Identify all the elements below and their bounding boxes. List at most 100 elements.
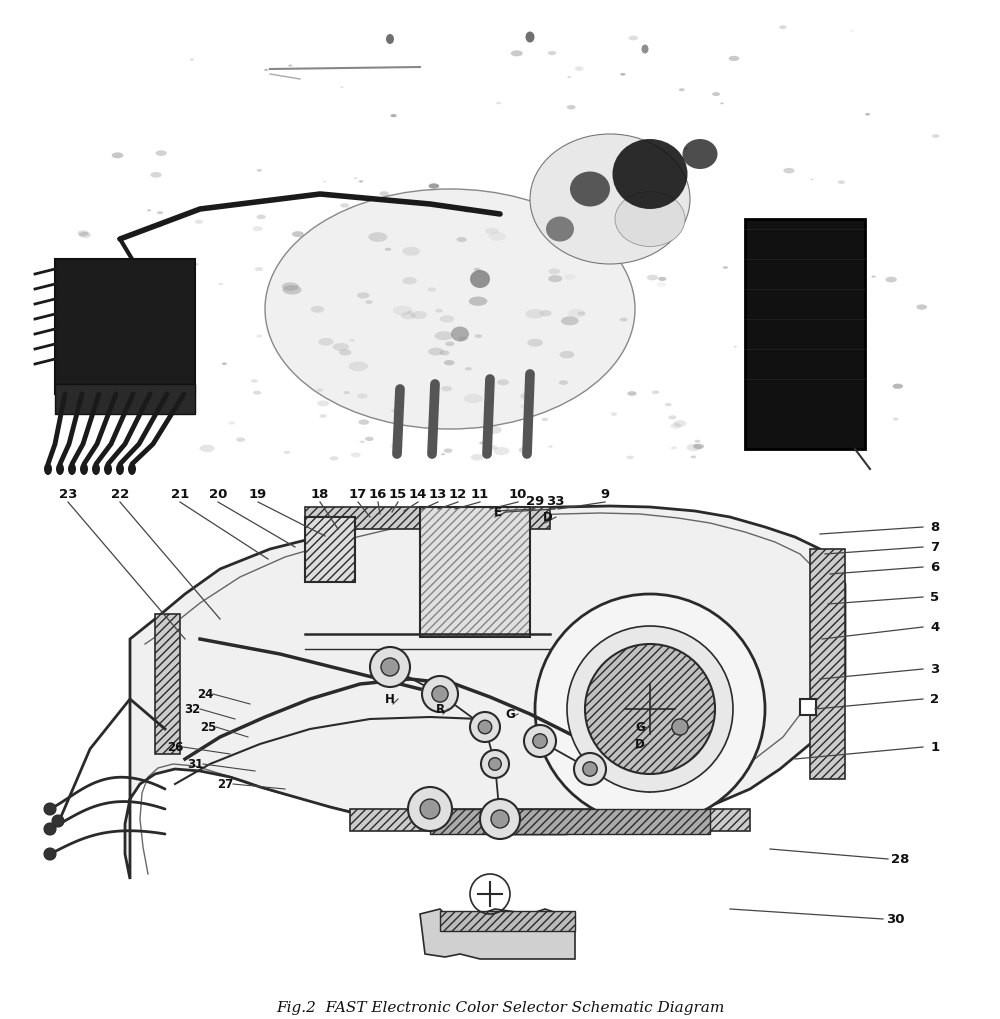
Text: 6: 6 — [930, 560, 940, 574]
Ellipse shape — [627, 392, 637, 396]
Bar — [745, 220, 865, 449]
Ellipse shape — [488, 445, 498, 450]
Text: 25: 25 — [200, 720, 216, 734]
Ellipse shape — [665, 404, 672, 407]
Ellipse shape — [253, 391, 261, 395]
Ellipse shape — [181, 382, 189, 386]
Ellipse shape — [838, 181, 845, 184]
Circle shape — [567, 627, 733, 792]
Ellipse shape — [865, 114, 870, 116]
Ellipse shape — [694, 440, 700, 443]
Ellipse shape — [357, 394, 368, 399]
Ellipse shape — [440, 316, 454, 323]
Ellipse shape — [656, 282, 667, 287]
Ellipse shape — [526, 33, 534, 44]
Ellipse shape — [339, 350, 351, 356]
Text: 19: 19 — [249, 487, 267, 500]
Ellipse shape — [390, 443, 403, 449]
Ellipse shape — [439, 352, 449, 356]
Ellipse shape — [444, 361, 455, 366]
Ellipse shape — [318, 338, 334, 346]
Text: Fig.2  FAST Electronic Color Selector Schematic Diagram: Fig.2 FAST Electronic Color Selector Sch… — [276, 1000, 724, 1014]
Ellipse shape — [402, 248, 420, 257]
Ellipse shape — [734, 346, 737, 348]
Ellipse shape — [536, 213, 547, 218]
Text: 12: 12 — [449, 487, 467, 500]
Ellipse shape — [647, 275, 658, 281]
Ellipse shape — [595, 266, 599, 268]
Text: 21: 21 — [171, 487, 189, 500]
Ellipse shape — [330, 457, 338, 461]
Ellipse shape — [157, 212, 163, 215]
Bar — [430, 809, 710, 835]
Ellipse shape — [485, 228, 499, 235]
Ellipse shape — [652, 391, 659, 394]
Text: R: R — [435, 703, 445, 715]
Ellipse shape — [916, 305, 927, 311]
Circle shape — [491, 810, 509, 828]
Circle shape — [535, 594, 765, 824]
Ellipse shape — [567, 106, 576, 110]
Ellipse shape — [365, 301, 373, 305]
Ellipse shape — [458, 337, 468, 342]
Text: H: H — [385, 693, 395, 706]
Ellipse shape — [610, 413, 617, 416]
Ellipse shape — [359, 441, 365, 443]
Ellipse shape — [365, 437, 374, 441]
Bar — [305, 507, 550, 530]
Circle shape — [44, 848, 56, 860]
Ellipse shape — [893, 384, 903, 389]
Ellipse shape — [283, 285, 301, 296]
Ellipse shape — [470, 271, 490, 288]
Ellipse shape — [564, 275, 576, 280]
Circle shape — [44, 823, 56, 836]
Ellipse shape — [195, 220, 203, 224]
Ellipse shape — [407, 311, 412, 314]
Ellipse shape — [150, 173, 162, 178]
Ellipse shape — [391, 410, 400, 414]
Polygon shape — [420, 909, 575, 959]
Text: 15: 15 — [389, 487, 407, 500]
Ellipse shape — [441, 386, 452, 392]
Ellipse shape — [393, 306, 413, 316]
Ellipse shape — [668, 416, 676, 420]
Circle shape — [574, 753, 606, 786]
Ellipse shape — [783, 168, 795, 174]
Ellipse shape — [401, 313, 416, 320]
Text: 18: 18 — [311, 487, 329, 500]
Ellipse shape — [156, 151, 167, 157]
Ellipse shape — [489, 232, 506, 242]
Bar — [420, 507, 530, 637]
Ellipse shape — [670, 424, 682, 429]
Ellipse shape — [311, 307, 324, 314]
Ellipse shape — [779, 26, 787, 31]
Ellipse shape — [351, 453, 361, 458]
Ellipse shape — [354, 324, 361, 327]
Bar — [800, 699, 816, 715]
Ellipse shape — [615, 193, 685, 248]
Text: 8: 8 — [930, 521, 940, 534]
Text: 29: 29 — [526, 494, 544, 507]
Ellipse shape — [257, 170, 262, 172]
Ellipse shape — [194, 264, 199, 266]
Circle shape — [381, 658, 399, 677]
Ellipse shape — [893, 418, 899, 421]
Ellipse shape — [682, 140, 718, 170]
Ellipse shape — [885, 277, 897, 283]
Ellipse shape — [629, 37, 638, 42]
Text: 3: 3 — [930, 662, 940, 676]
Ellipse shape — [451, 327, 469, 342]
Ellipse shape — [469, 298, 487, 307]
Ellipse shape — [346, 208, 357, 213]
Ellipse shape — [520, 406, 527, 409]
Ellipse shape — [451, 403, 457, 406]
Ellipse shape — [77, 231, 89, 236]
Circle shape — [478, 720, 492, 734]
Ellipse shape — [344, 391, 350, 394]
Text: 10: 10 — [509, 487, 527, 500]
Ellipse shape — [368, 233, 388, 243]
Ellipse shape — [292, 232, 304, 237]
Ellipse shape — [525, 314, 528, 316]
Ellipse shape — [612, 414, 617, 417]
Ellipse shape — [570, 172, 610, 207]
